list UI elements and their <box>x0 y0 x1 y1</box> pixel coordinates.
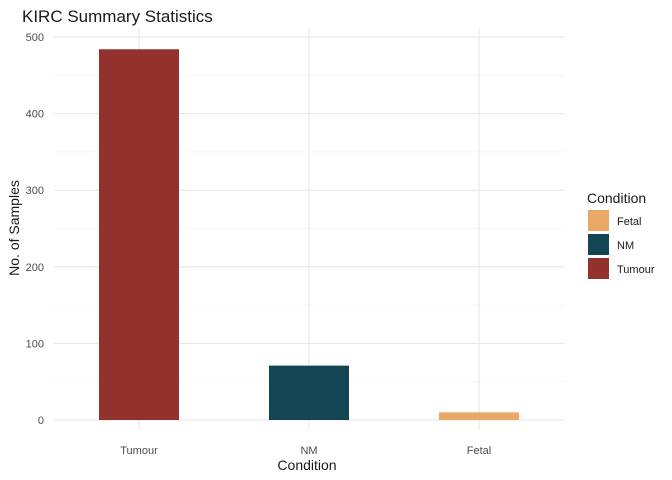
legend-title: Condition <box>587 190 646 206</box>
y-tick-label: 0 <box>38 415 44 427</box>
y-tick-label: 200 <box>26 262 44 274</box>
bar-nm <box>269 365 349 420</box>
legend-label-tumour: Tumour <box>617 264 655 276</box>
legend-swatch-nm <box>588 234 609 255</box>
x-tick-label: NM <box>300 445 317 457</box>
y-axis-title: No. of Samples <box>6 180 22 276</box>
chart-title: KIRC Summary Statistics <box>22 7 213 26</box>
y-tick-label: 400 <box>26 109 44 121</box>
y-tick-label: 500 <box>26 32 44 44</box>
y-tick-label: 300 <box>26 185 44 197</box>
x-tick-label: Fetal <box>467 445 491 457</box>
legend: Condition Fetal NM Tumour <box>587 190 655 279</box>
x-axis-title: Condition <box>277 457 336 473</box>
x-axis-ticks: Tumour NM Fetal <box>120 445 491 457</box>
legend-swatch-fetal <box>588 210 609 231</box>
x-tick-label: Tumour <box>120 445 158 457</box>
y-tick-label: 100 <box>26 338 44 350</box>
bar-tumour <box>99 49 179 420</box>
bars <box>99 49 519 420</box>
bar-fetal <box>439 412 519 420</box>
legend-swatch-tumour <box>588 258 609 279</box>
legend-label-fetal: Fetal <box>617 216 641 228</box>
y-axis-ticks: 0 100 200 300 400 500 <box>26 32 44 427</box>
legend-label-nm: NM <box>617 240 634 252</box>
